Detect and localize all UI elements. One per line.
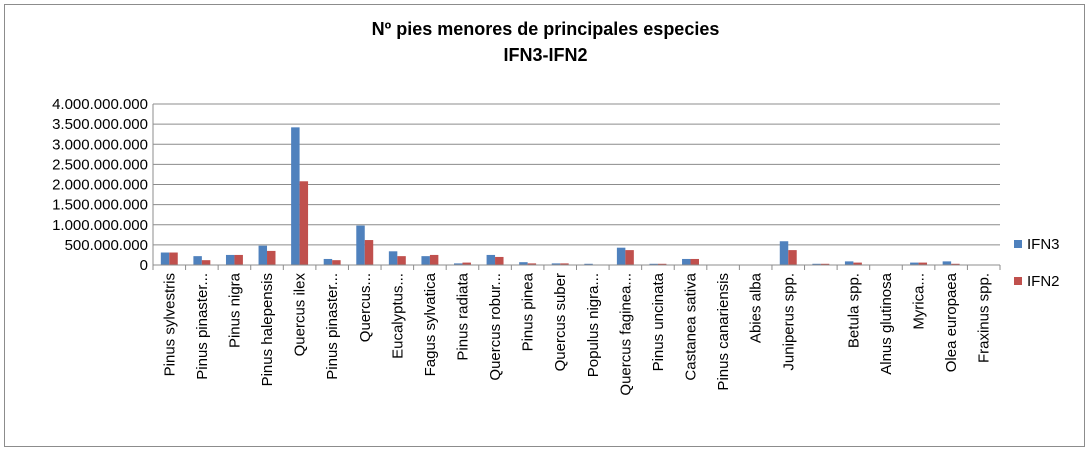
bar-ifn2: IFN2: 40000000 xyxy=(560,263,569,265)
x-tick-labels: Pinus sylvestris Pinus pinaster... Pinus n… xyxy=(161,272,992,395)
bars: IFN3: 310000000 IFN3: 220000000 IFN3: 2500… xyxy=(160,127,960,265)
bar-ifn2: IFN2: 250000000 xyxy=(429,254,439,265)
bar-ifn3: IFN3: 90000000 xyxy=(942,261,952,265)
gridlines xyxy=(153,103,1000,246)
bar-ifn3: IFN3: 220000000 xyxy=(193,256,202,265)
x-tick-label: Quercus faginea... xyxy=(617,273,634,396)
x-tick-label: Castanea sativa xyxy=(683,272,700,380)
bar-ifn3: IFN3: 310000000 xyxy=(160,252,170,265)
x-tick-label: Quercus ilex xyxy=(292,273,309,357)
bar-ifn3: IFN3: 340000000 xyxy=(388,251,398,265)
bar-ifn3: IFN3: 40000000 xyxy=(551,263,561,265)
legend-label-ifn2: IFN2 xyxy=(1027,273,1060,290)
bar-ifn2: IFN2: 350000000 xyxy=(267,250,276,265)
bar-ifn3: IFN3: 590000000 xyxy=(779,241,789,265)
chart-title: Nº pies menores de principales especies xyxy=(371,19,720,39)
bar-ifn2: IFN2: 370000000 xyxy=(788,250,797,265)
chart-subtitle: IFN3-IFN2 xyxy=(503,45,588,65)
bar-ifn3: IFN3: 250000000 xyxy=(225,254,235,265)
x-tick-label: Myrica... xyxy=(911,273,928,330)
bar-ifn2: IFN2: 370000000 xyxy=(625,250,634,265)
x-tick-label: Alnus glutinosa xyxy=(878,272,895,374)
bar-ifn2: IFN2: 30000000 xyxy=(820,263,830,265)
legend-swatch-ifn2 xyxy=(1014,277,1022,285)
bar-ifn2: IFN2: 150000000 xyxy=(690,258,699,265)
bar-ifn3: IFN3: 30000000 xyxy=(812,263,821,265)
bar-ifn3: IFN3: 30000000 xyxy=(649,263,658,265)
bar-ifn3: IFN3: 70000000 xyxy=(519,262,528,265)
x-tick-label: Pinus pinaster... xyxy=(324,273,341,380)
x-tick-label: Pinus pinea xyxy=(520,272,537,351)
x-tick-label: Eucalyptus... xyxy=(389,273,406,359)
x-tick-label: Juniperus spp. xyxy=(780,273,797,371)
y-tick-label: 1.500.000.000 xyxy=(52,197,148,214)
x-tick-label: Pinus pinaster... xyxy=(194,273,211,380)
bar-ifn2: IFN2: 60000000 xyxy=(462,262,471,265)
bar-ifn2: IFN2: 120000000 xyxy=(332,260,341,265)
legend-swatch-ifn3 xyxy=(1014,240,1022,248)
bar-ifn2: IFN2: 30000000 xyxy=(657,263,667,265)
x-tick-label: Pinus uncinata xyxy=(650,272,667,371)
x-tick-label: Pinus halepensis xyxy=(259,273,276,386)
bar-ifn2: IFN2: 30000000 xyxy=(951,263,960,265)
bar-ifn3: IFN3: 480000000 xyxy=(258,245,268,265)
bar-ifn2: IFN2: 60000000 xyxy=(918,262,928,265)
x-tick-label: Betula spp. xyxy=(845,273,862,348)
bar-ifn2: IFN2: 120000000 xyxy=(201,260,211,265)
bar-ifn2: IFN2: 620000000 xyxy=(364,240,374,265)
axes xyxy=(152,104,1001,270)
bar-ifn3: IFN3: 30000000 xyxy=(584,263,593,265)
y-tick-label: 500.000.000 xyxy=(65,237,148,254)
chart-frame xyxy=(4,4,1085,447)
x-tick-label: Fagus sylvatica xyxy=(422,272,439,376)
bar-ifn3: IFN3: 220000000 xyxy=(421,256,430,265)
bar-ifn3: IFN3: 3420000000 xyxy=(291,127,300,265)
x-tick-label: Pinus nigra xyxy=(226,272,243,348)
legend-label-ifn3: IFN3 xyxy=(1027,236,1060,253)
x-tick-label: Quercus suber xyxy=(552,273,569,371)
bar-ifn2: IFN2: 220000000 xyxy=(397,256,406,265)
bar-ifn3: IFN3: 430000000 xyxy=(616,247,626,265)
bar-ifn3: IFN3: 150000000 xyxy=(682,258,691,265)
x-tick-label: Fraxinus spp. xyxy=(976,273,993,363)
x-tick-label: Quercus... xyxy=(357,273,374,342)
bar-ifn2: IFN2: 250000000 xyxy=(234,254,243,265)
bar-ifn3: IFN3: 980000000 xyxy=(356,225,365,265)
bar-ifn2: IFN2: 310000000 xyxy=(169,252,178,265)
y-tick-labels: 0 500.000.000 1.000.000.000 1.500.000.000 2.… xyxy=(52,96,148,274)
y-tick-label: 3.000.000.000 xyxy=(52,136,148,153)
x-tick-label: Quercus robur... xyxy=(487,273,504,381)
x-tick-label: Pinus sylvestris xyxy=(161,273,178,376)
bar-ifn3: IFN3: 90000000 xyxy=(844,261,854,265)
x-tick-label: Olea europaea xyxy=(943,272,960,372)
y-tick-label: 2.000.000.000 xyxy=(52,177,148,194)
x-tick-label: Pinus radiata xyxy=(454,272,471,360)
x-tick-label: Abies alba xyxy=(748,272,765,343)
y-tick-label: 4.000.000.000 xyxy=(52,96,148,113)
x-tick-label: Pinus canariensis xyxy=(715,273,732,391)
bar-ifn2: IFN2: 200000000 xyxy=(495,256,504,265)
bar-ifn3: IFN3: 150000000 xyxy=(323,258,333,265)
y-tick-label: 2.500.000.000 xyxy=(52,156,148,173)
y-tick-label: 1.000.000.000 xyxy=(52,217,148,234)
legend: IFN3 IFN2 xyxy=(1014,236,1060,290)
bar-ifn2: IFN2: 40000000 xyxy=(527,263,537,265)
y-tick-label: 0 xyxy=(140,257,148,274)
bar-ifn2: IFN2: 60000000 xyxy=(853,262,862,265)
x-tick-label: Populus nigra... xyxy=(585,273,602,377)
bar-ifn2: IFN2: 2080000000 xyxy=(299,181,309,265)
y-tick-label: 3.500.000.000 xyxy=(52,116,148,133)
bar-ifn3: IFN3: 40000000 xyxy=(454,263,463,265)
bar-ifn3: IFN3: 250000000 xyxy=(486,254,496,265)
bar-ifn3: IFN3: 60000000 xyxy=(910,262,919,265)
